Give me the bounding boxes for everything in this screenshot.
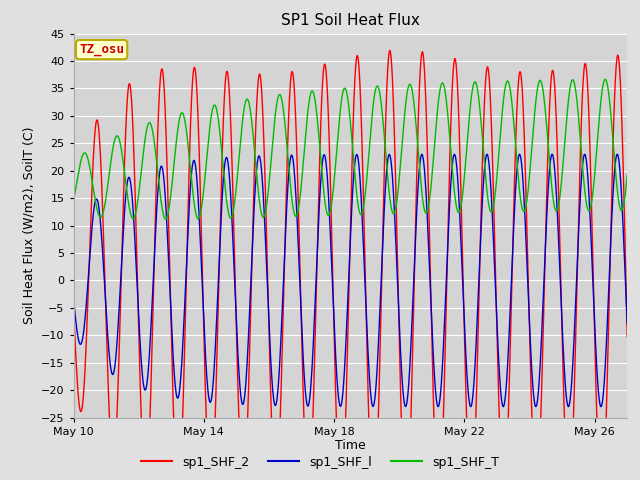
sp1_SHF_2 xyxy=(563,475,571,480)
sp1_SHF_T xyxy=(399,139,406,145)
sp1_SHF_l xyxy=(623,321,631,326)
X-axis label: Time: Time xyxy=(335,439,366,453)
sp1_SHF_T xyxy=(70,197,77,203)
sp1_SHF_2 xyxy=(399,448,406,454)
sp1_SHF_l xyxy=(563,396,570,402)
sp1_SHF_T xyxy=(563,115,571,120)
sp1_SHF_2 xyxy=(529,429,536,434)
sp1_SHF_l xyxy=(589,274,596,280)
Text: TZ_osu: TZ_osu xyxy=(79,43,124,56)
Line: sp1_SHF_l: sp1_SHF_l xyxy=(74,154,627,407)
sp1_SHF_l xyxy=(528,372,536,378)
Y-axis label: Soil Heat Flux (W/m2), SoilT (C): Soil Heat Flux (W/m2), SoilT (C) xyxy=(22,127,35,324)
Legend: sp1_SHF_2, sp1_SHF_l, sp1_SHF_T: sp1_SHF_2, sp1_SHF_l, sp1_SHF_T xyxy=(136,451,504,474)
sp1_SHF_l xyxy=(70,296,77,302)
sp1_SHF_T xyxy=(162,216,170,222)
sp1_SHF_2 xyxy=(623,334,631,339)
sp1_SHF_2 xyxy=(356,97,364,103)
sp1_SHF_T xyxy=(602,76,609,82)
sp1_SHF_l xyxy=(613,151,621,157)
sp1_SHF_l xyxy=(398,376,406,382)
sp1_SHF_2 xyxy=(70,306,77,312)
Line: sp1_SHF_2: sp1_SHF_2 xyxy=(74,50,627,480)
sp1_SHF_l xyxy=(448,164,456,169)
sp1_SHF_T xyxy=(529,139,536,145)
sp1_SHF_2 xyxy=(386,48,394,53)
sp1_SHF_2 xyxy=(589,263,597,269)
sp1_SHF_l xyxy=(356,185,364,191)
sp1_SHF_T xyxy=(449,166,456,172)
sp1_SHF_2 xyxy=(449,81,456,86)
Title: SP1 Soil Heat Flux: SP1 Soil Heat Flux xyxy=(281,13,420,28)
sp1_SHF_T xyxy=(357,212,365,217)
sp1_SHF_l xyxy=(597,404,605,409)
Line: sp1_SHF_T: sp1_SHF_T xyxy=(74,79,627,219)
sp1_SHF_T xyxy=(589,190,596,196)
sp1_SHF_T xyxy=(623,172,631,178)
